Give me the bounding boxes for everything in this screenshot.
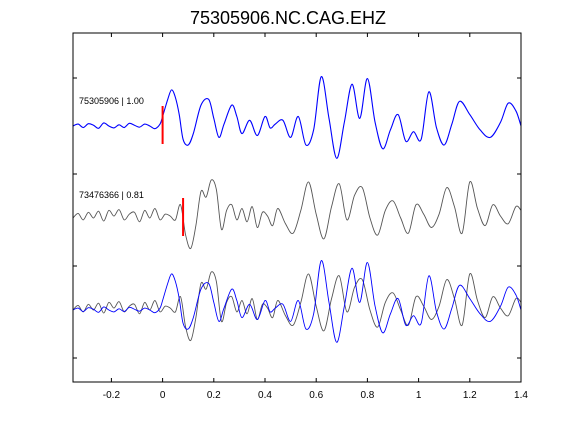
plot-area — [72, 76, 522, 343]
x-tick-label: 0 — [160, 390, 166, 401]
x-tick-label: 0.4 — [258, 390, 272, 401]
y-axis — [73, 77, 521, 359]
chart-title: 75305906.NC.CAG.EHZ — [190, 8, 386, 28]
trace-2-waveform — [72, 179, 522, 250]
overlay-trace-1-waveform — [72, 260, 522, 343]
x-tick-label: 0.6 — [309, 390, 323, 401]
x-tick-label: 0.8 — [360, 390, 374, 401]
x-tick-label: 1.2 — [463, 390, 477, 401]
x-tick-label: 0.2 — [207, 390, 221, 401]
trace-labels: 75305906 | 1.00 73476366 | 0.81 — [79, 96, 144, 200]
trace-2-label: 73476366 | 0.81 — [79, 190, 144, 200]
x-axis: -0.2 0 0.2 0.4 0.6 0.8 1 1.2 1.4 — [103, 33, 528, 401]
x-tick-label: -0.2 — [103, 390, 121, 401]
trace-1-label: 75305906 | 1.00 — [79, 96, 144, 106]
trace-1-waveform — [72, 76, 522, 159]
axes-frame — [72, 32, 522, 383]
x-tick-label: 1.4 — [514, 390, 528, 401]
x-tick-label: 1 — [416, 390, 422, 401]
